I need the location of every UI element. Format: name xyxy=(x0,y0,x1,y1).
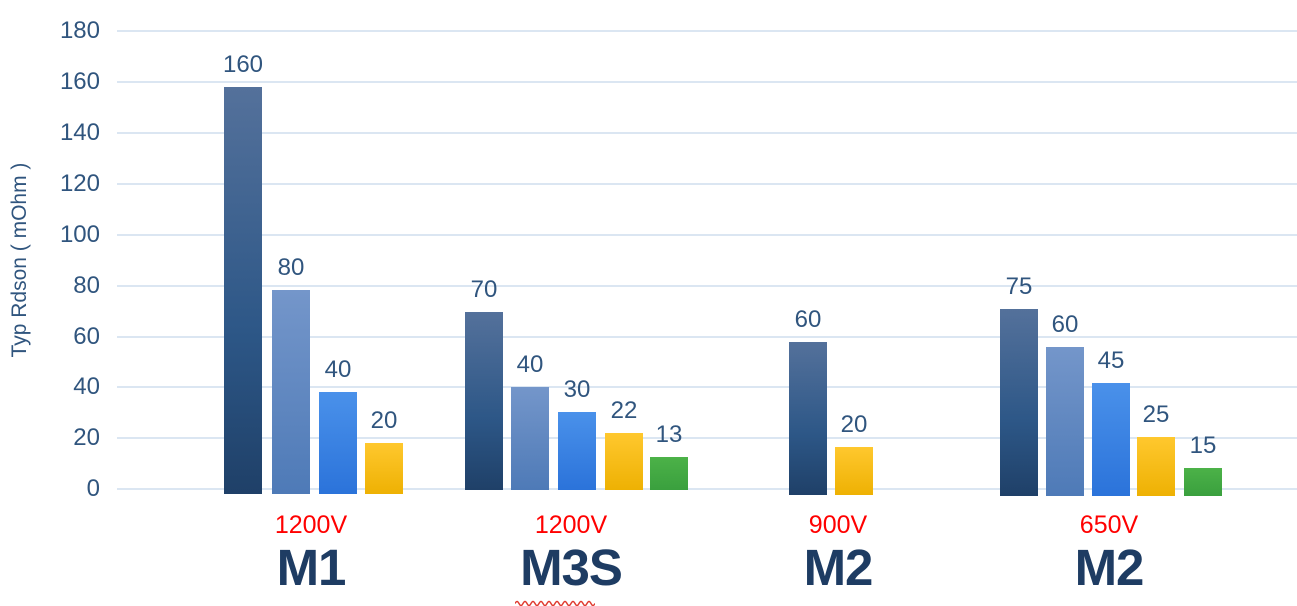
gridline xyxy=(117,284,1297,287)
bar-navy xyxy=(789,342,827,495)
bar-steel xyxy=(511,387,549,490)
bar-value-label: 30 xyxy=(563,376,591,403)
bar-value-label: 80 xyxy=(277,254,305,281)
bar-value-label: 40 xyxy=(324,356,352,383)
y-axis-tick-label: 160 xyxy=(59,68,100,96)
y-axis-tick-label: 180 xyxy=(59,17,100,45)
bar-value-label: 40 xyxy=(516,351,544,378)
bar-value-label: 45 xyxy=(1097,347,1125,374)
y-axis-tick-label: 140 xyxy=(59,118,100,146)
bar-steel xyxy=(1046,347,1084,496)
bar-navy xyxy=(465,312,503,490)
group-name-label: M1 xyxy=(276,539,347,596)
bar-green xyxy=(1184,468,1222,496)
bar-value-label: 20 xyxy=(370,407,398,434)
bar-navy xyxy=(224,87,262,494)
gridline xyxy=(117,182,1297,185)
group-name-label: M3S xyxy=(520,539,623,596)
bar-green xyxy=(650,457,688,490)
spellcheck-squiggle-underline xyxy=(514,593,596,606)
voltage-label: 650V xyxy=(1079,511,1139,539)
voltage-label: 1200V xyxy=(274,511,348,539)
y-axis-tick-label: 80 xyxy=(73,271,100,299)
bar-blue xyxy=(319,392,357,494)
gridline xyxy=(117,81,1297,84)
bar-blue xyxy=(558,412,596,490)
bar-value-label: 22 xyxy=(610,397,638,424)
bar-steel xyxy=(272,290,310,494)
y-axis-tick-label: 40 xyxy=(73,373,100,401)
bar-blue xyxy=(1092,383,1130,496)
bar-gold xyxy=(1137,437,1175,496)
gridline xyxy=(117,30,1297,33)
y-axis-tick-label: 0 xyxy=(86,475,100,503)
gridline xyxy=(117,233,1297,236)
voltage-label: 900V xyxy=(808,511,868,539)
y-axis-title: Typ Rdson ( mOhm ) xyxy=(8,162,31,358)
bar-value-label: 160 xyxy=(222,51,264,78)
y-axis-tick-label: 20 xyxy=(73,424,100,452)
bar-value-label: 13 xyxy=(655,421,683,448)
group-name-label: M2 xyxy=(803,539,874,596)
bar-value-label: 75 xyxy=(1005,273,1033,300)
bar-navy xyxy=(1000,309,1038,496)
bar-gold xyxy=(605,433,643,490)
bar-value-label: 25 xyxy=(1142,401,1170,428)
y-axis-tick-label: 60 xyxy=(73,322,100,350)
bar-value-label: 70 xyxy=(470,276,498,303)
gridline xyxy=(117,131,1297,134)
bar-value-label: 60 xyxy=(1051,311,1079,338)
voltage-label: 1200V xyxy=(534,511,608,539)
bar-value-label: 20 xyxy=(840,411,868,438)
y-axis-tick-label: 100 xyxy=(59,220,100,248)
bar-value-label: 15 xyxy=(1189,432,1217,459)
bar-gold xyxy=(365,443,403,494)
y-axis-tick-label: 120 xyxy=(59,169,100,197)
bar-gold xyxy=(835,447,873,495)
group-name-label: M2 xyxy=(1074,539,1145,596)
bar-value-label: 60 xyxy=(794,306,822,333)
